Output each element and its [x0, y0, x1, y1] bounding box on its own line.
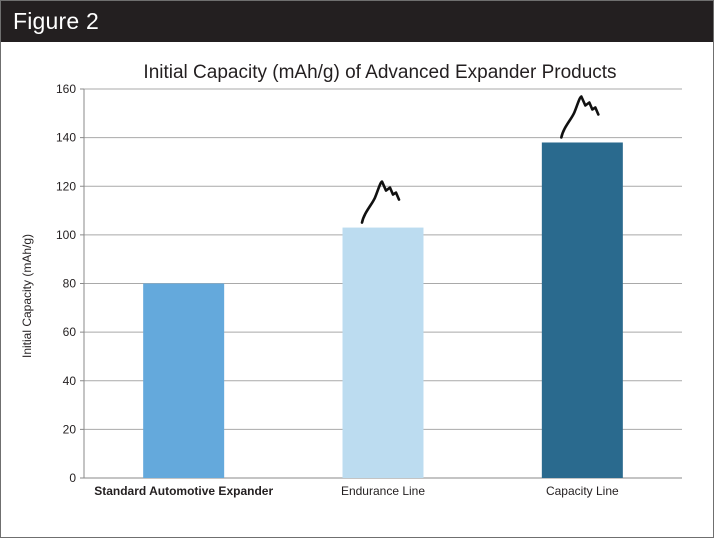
- y-tick-labels: 0 20 40 60 80 100 120 140 160: [56, 82, 76, 485]
- bar: [541, 142, 623, 479]
- y-tick-label: 80: [63, 277, 77, 291]
- growth-squiggle: [560, 95, 600, 139]
- y-tick-label: 120: [56, 179, 76, 193]
- x-tick-labels: Standard Automotive Expander Endurance Li…: [94, 484, 619, 498]
- y-tick-label: 40: [63, 374, 77, 388]
- y-axis-label: Initial Capacity (mAh/g): [20, 234, 34, 358]
- y-tick-label: 60: [63, 325, 77, 339]
- y-tick-label: 140: [56, 131, 76, 145]
- y-tick-label: 0: [69, 471, 76, 485]
- y-tick-label: 160: [56, 82, 76, 96]
- bar: [143, 283, 225, 478]
- bar: [342, 227, 424, 478]
- figure-header-bar: Figure 2: [1, 1, 713, 42]
- growth-squiggle: [360, 180, 401, 224]
- bars: [143, 142, 623, 479]
- annotations: [360, 95, 600, 224]
- x-tick-label: Endurance Line: [341, 484, 425, 498]
- x-tick-label: Standard Automotive Expander: [94, 484, 273, 498]
- chart-title: Initial Capacity (mAh/g) of Advanced Exp…: [143, 62, 616, 83]
- y-tick-label: 100: [56, 228, 76, 242]
- figure-label: Figure 2: [13, 8, 99, 34]
- x-tick-label: Capacity Line: [546, 484, 619, 498]
- y-tick-label: 20: [63, 422, 77, 436]
